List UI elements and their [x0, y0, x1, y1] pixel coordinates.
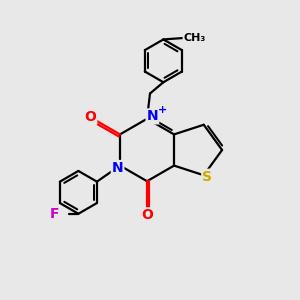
Text: N: N — [112, 161, 123, 175]
Text: O: O — [84, 110, 96, 124]
Text: +: + — [158, 106, 167, 116]
Text: F: F — [50, 207, 59, 221]
Text: CH₃: CH₃ — [184, 33, 206, 43]
Text: O: O — [141, 208, 153, 222]
Text: N: N — [147, 110, 158, 123]
Text: S: S — [202, 170, 212, 184]
